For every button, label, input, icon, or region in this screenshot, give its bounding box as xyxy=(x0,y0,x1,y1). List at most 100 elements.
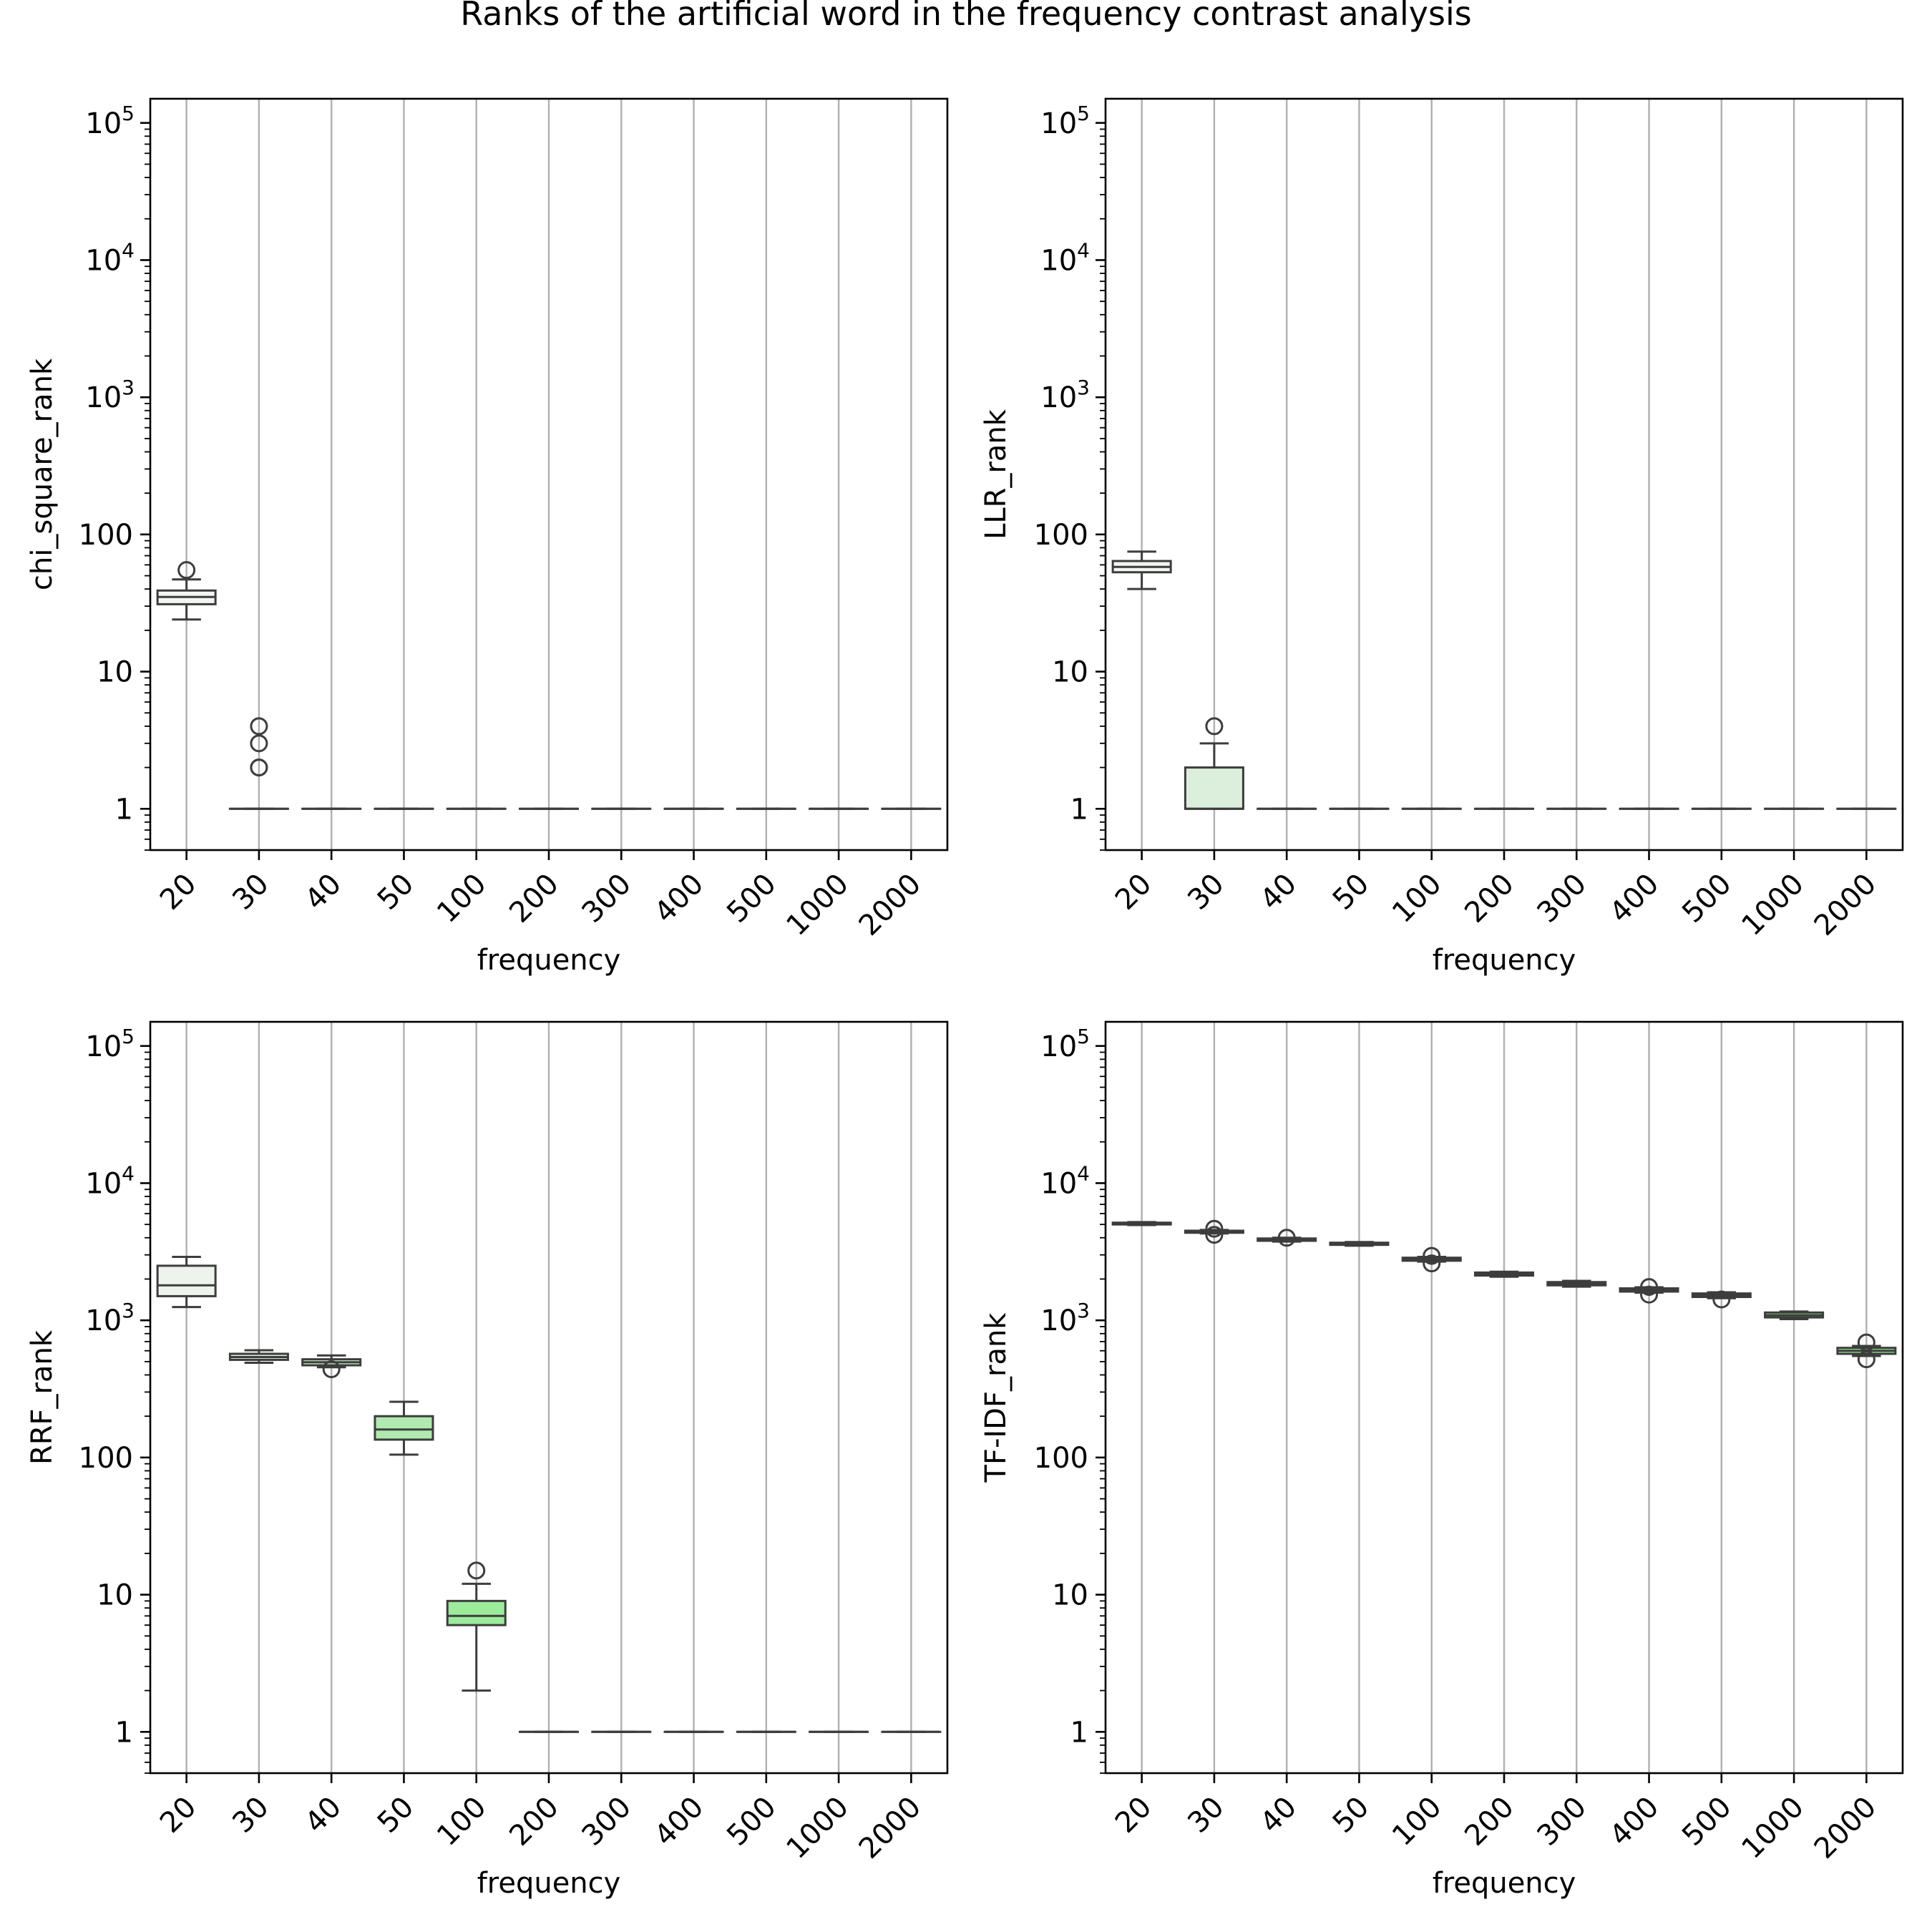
outlier-point xyxy=(1205,1219,1224,1238)
box-30 xyxy=(1184,1219,1244,1244)
y-tick-label: 103 xyxy=(1040,1299,1090,1337)
y-tick-label: 104 xyxy=(85,1161,135,1200)
y-tick-label: 100 xyxy=(1034,1442,1088,1475)
outlier-point xyxy=(250,734,268,753)
y-tick-label: 1 xyxy=(1070,1716,1088,1749)
box-500 xyxy=(1691,1290,1752,1309)
y-tick-label: 1 xyxy=(115,793,133,826)
x-tick-label: 200 xyxy=(503,867,565,930)
box-30 xyxy=(228,1349,289,1365)
x-tick-label: 50 xyxy=(371,1790,421,1840)
y-tick-label: 104 xyxy=(85,238,135,277)
y-tick-label: 105 xyxy=(1040,1025,1090,1063)
box-20 xyxy=(156,1256,217,1309)
box-body xyxy=(374,1415,434,1441)
y-axis-label: chi_square_rank xyxy=(26,358,59,590)
x-tick-label: 30 xyxy=(226,1790,275,1840)
x-tick-label: 200 xyxy=(1458,1790,1521,1853)
box-30 xyxy=(1184,717,1244,810)
x-tick-label: 400 xyxy=(1604,1790,1666,1853)
x-tick-label: 2000 xyxy=(853,867,928,942)
x-tick-label: 300 xyxy=(576,1790,638,1853)
y-tick-label: 100 xyxy=(79,519,133,552)
x-tick-label: 2000 xyxy=(853,1790,928,1865)
x-tick-label: 300 xyxy=(1531,867,1594,930)
x-tick-label: 300 xyxy=(1531,1790,1594,1853)
x-tick-label: 50 xyxy=(371,867,421,917)
x-tick-label: 400 xyxy=(1604,867,1666,930)
box-20 xyxy=(156,561,217,621)
y-tick-label: 1 xyxy=(115,1716,133,1749)
y-tick-label: 105 xyxy=(85,102,135,140)
y-tick-label: 1 xyxy=(1070,793,1088,826)
y-tick-label: 10 xyxy=(1052,1579,1088,1612)
x-tick-label: 200 xyxy=(1458,867,1521,930)
outlier-point xyxy=(1640,1278,1659,1297)
x-tick-label: 50 xyxy=(1327,1790,1376,1840)
box-300 xyxy=(1546,1279,1607,1288)
outlier-point xyxy=(1857,1333,1875,1352)
x-tick-label: 2000 xyxy=(1808,867,1883,942)
x-tick-label: 20 xyxy=(1109,1790,1158,1840)
box-40 xyxy=(1257,1229,1317,1247)
x-tick-label: 30 xyxy=(1181,867,1231,917)
box-20 xyxy=(1111,1221,1172,1226)
x-tick-label: 40 xyxy=(299,867,348,917)
y-tick-label: 103 xyxy=(1040,376,1090,414)
y-tick-label: 105 xyxy=(1040,102,1090,140)
outlier-point xyxy=(1712,1290,1731,1309)
x-tick-label: 50 xyxy=(1327,867,1376,917)
outlier-point xyxy=(1857,1350,1875,1369)
x-tick-label: 40 xyxy=(299,1790,348,1840)
x-tick-label: 100 xyxy=(431,867,493,930)
x-tick-label: 1000 xyxy=(780,867,855,942)
x-axis-label: frequency xyxy=(477,944,621,977)
y-axis-label: TF-IDF_rank xyxy=(980,1312,1013,1483)
outlier-point xyxy=(1277,1229,1296,1247)
x-tick-label: 100 xyxy=(1386,867,1448,930)
x-tick-label: 500 xyxy=(1676,1790,1738,1853)
box-40 xyxy=(301,1354,362,1379)
x-axis-label: frequency xyxy=(1433,1867,1576,1900)
y-tick-label: 10 xyxy=(1052,656,1088,689)
x-tick-label: 20 xyxy=(1109,867,1158,917)
outlier-point xyxy=(1205,717,1224,736)
outlier-point xyxy=(250,758,268,777)
box-2000 xyxy=(1836,1333,1897,1369)
x-tick-label: 2000 xyxy=(1808,1790,1883,1865)
y-tick-label: 104 xyxy=(1040,1161,1090,1200)
box-50 xyxy=(374,1400,434,1456)
x-tick-label: 20 xyxy=(154,1790,203,1840)
y-axis-label: RRF_rank xyxy=(26,1330,59,1465)
box-200 xyxy=(1473,1270,1535,1278)
x-tick-label: 500 xyxy=(721,1790,783,1853)
x-tick-label: 40 xyxy=(1254,1790,1304,1840)
x-tick-label: 100 xyxy=(431,1790,493,1853)
box-400 xyxy=(1619,1278,1679,1304)
box-100 xyxy=(446,1561,507,1692)
x-tick-label: 300 xyxy=(576,867,638,930)
outlier-point xyxy=(322,1360,341,1379)
outlier-point xyxy=(250,717,268,736)
outlier-point xyxy=(1640,1285,1659,1304)
x-axis-label: frequency xyxy=(1433,944,1576,977)
box-30 xyxy=(228,717,289,810)
box-1000 xyxy=(1764,1310,1825,1321)
x-tick-label: 1000 xyxy=(1735,867,1810,942)
box-body xyxy=(446,1599,507,1626)
x-axis-label: frequency xyxy=(477,1867,621,1900)
x-tick-label: 30 xyxy=(226,867,275,917)
outlier-point xyxy=(177,561,196,580)
outlier-point xyxy=(1423,1246,1441,1265)
x-tick-label: 30 xyxy=(1181,1790,1231,1840)
y-tick-label: 10 xyxy=(97,1579,133,1612)
y-tick-label: 100 xyxy=(1034,519,1088,552)
box-100 xyxy=(1401,1246,1462,1273)
box-body xyxy=(156,1264,217,1297)
box-body xyxy=(1184,766,1244,810)
x-tick-label: 100 xyxy=(1386,1790,1448,1853)
